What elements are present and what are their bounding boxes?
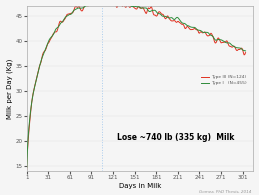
Text: Gomez, PhD Thesis, 2014: Gomez, PhD Thesis, 2014 [199, 190, 251, 194]
Text: Lose ~740 lb (335 kg)  Milk: Lose ~740 lb (335 kg) Milk [117, 133, 234, 142]
Type III (N=124) [238, 48, 241, 51]
Legend: Type III (N=124), Type I   (N=455): Type III (N=124), Type I (N=455) [199, 74, 248, 87]
X-axis label: Days in Milk: Days in Milk [119, 183, 161, 189]
Type I   (N=455) [244, 50, 247, 52]
Type I   (N=455) [25, 166, 28, 169]
Type III (N=124) [171, 20, 174, 22]
Type III (N=124) [25, 168, 28, 171]
Type I   (N=455) [235, 47, 239, 49]
Type III (N=124) [131, 5, 134, 7]
Type I   (N=455) [131, 5, 134, 8]
Type I   (N=455) [93, 4, 96, 6]
Type I   (N=455) [218, 38, 221, 41]
Type I   (N=455) [171, 17, 174, 19]
Type III (N=124) [93, 2, 96, 4]
Type I   (N=455) [238, 47, 241, 49]
Line: Type I   (N=455): Type I (N=455) [27, 2, 246, 168]
Type I   (N=455) [106, 1, 110, 3]
Line: Type III (N=124): Type III (N=124) [27, 0, 246, 169]
Type III (N=124) [244, 51, 247, 54]
Y-axis label: Milk per Day (Kg): Milk per Day (Kg) [6, 58, 13, 119]
Type III (N=124) [235, 49, 239, 52]
Type III (N=124) [218, 39, 221, 41]
